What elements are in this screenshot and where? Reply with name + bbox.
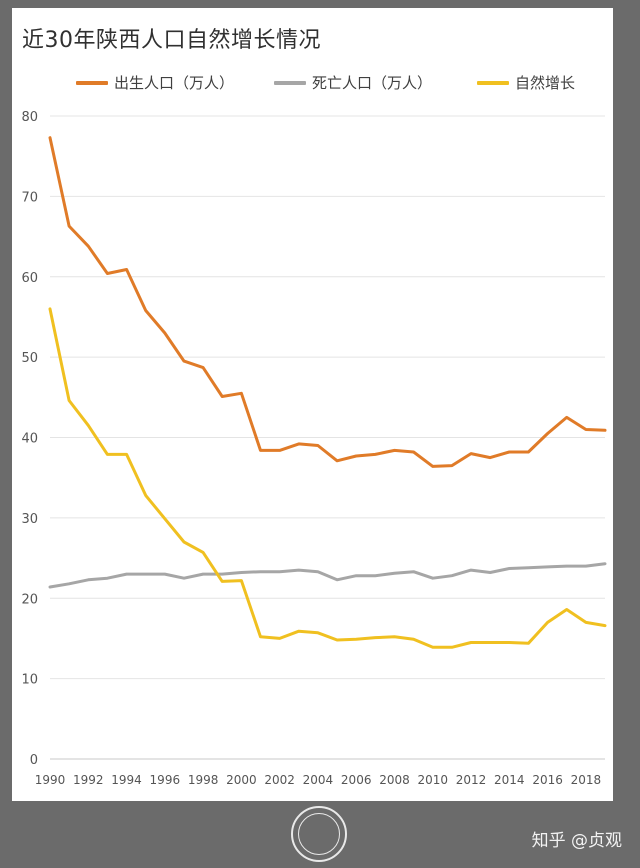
series-line-0 [48, 136, 607, 468]
line-chart: 0 10 20 30 40 50 60 70 80 1990 1992 1994 1996 1998 200… [21, 110, 607, 787]
x-tick-label: 1990 [35, 773, 66, 787]
y-tick-label: 30 [21, 512, 38, 527]
legend-swatch-birth [76, 80, 108, 85]
x-tick-label: 2006 [341, 773, 372, 787]
x-tick-label: 2008 [379, 773, 410, 787]
watermark-text: 知乎 @贞观 [531, 831, 622, 851]
legend-label-natural: 自然增长 [515, 74, 576, 92]
legend-item-birth: 出生人口（万人） [76, 72, 234, 93]
x-tick-label: 2012 [456, 773, 487, 787]
y-tick-label: 70 [21, 190, 38, 205]
series-line-2 [48, 307, 607, 649]
y-tick-label: 0 [30, 753, 38, 768]
x-tick-label: 2000 [226, 773, 257, 787]
legend-label-birth: 出生人口（万人） [114, 74, 235, 92]
x-tick-label: 1998 [188, 773, 219, 787]
x-tick-label: 2010 [417, 773, 448, 787]
legend-label-death: 死亡人口（万人） [312, 74, 433, 92]
x-tick-label: 1996 [150, 773, 181, 787]
y-tick-label: 40 [21, 432, 38, 447]
y-tick-label: 20 [21, 592, 38, 607]
x-tick-label: 1994 [111, 773, 142, 787]
x-tick-label: 2016 [532, 773, 563, 787]
legend-item-natural: 自然增长 [477, 72, 575, 93]
seal-logo-icon [291, 806, 347, 862]
y-tick-label: 60 [21, 271, 38, 286]
y-tick-label: 10 [21, 673, 38, 688]
legend-swatch-death [274, 80, 306, 85]
x-tick-label: 2014 [494, 773, 525, 787]
x-tick-label: 1992 [73, 773, 104, 787]
series-line-1 [48, 562, 607, 589]
y-tick-label: 50 [21, 351, 38, 366]
x-tick-label: 2018 [571, 773, 602, 787]
x-tick-label: 2002 [264, 773, 295, 787]
legend: 出生人口（万人） 死亡人口（万人） 自然增长 [12, 72, 613, 96]
legend-item-death: 死亡人口（万人） [274, 72, 432, 93]
legend-swatch-natural [477, 80, 509, 85]
y-tick-label: 80 [21, 110, 38, 125]
chart-panel: 近30年陕西人口自然增长情况 出生人口（万人） 死亡人口（万人） 自然增长 0 1… [12, 8, 613, 801]
x-tick-label: 2004 [303, 773, 334, 787]
chart-title: 近30年陕西人口自然增长情况 [22, 28, 321, 53]
